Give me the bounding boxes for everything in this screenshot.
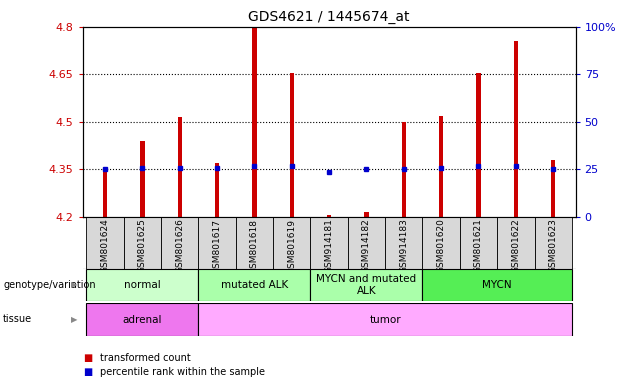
Text: GSM914183: GSM914183 <box>399 218 408 273</box>
Bar <box>177 117 182 217</box>
Text: GSM801619: GSM801619 <box>287 218 296 273</box>
Bar <box>161 217 198 269</box>
Bar <box>198 303 572 336</box>
Bar <box>514 41 518 217</box>
Bar <box>215 163 219 217</box>
Bar <box>364 212 369 217</box>
Text: GSM801625: GSM801625 <box>138 218 147 273</box>
Text: ▶: ▶ <box>71 315 78 324</box>
Bar <box>198 269 310 301</box>
Text: MYCN: MYCN <box>482 280 512 290</box>
Bar <box>476 73 481 217</box>
Bar <box>348 217 385 269</box>
Bar <box>551 160 555 217</box>
Text: ▶: ▶ <box>71 280 78 290</box>
Bar <box>236 217 273 269</box>
Bar <box>497 217 534 269</box>
Text: GSM801622: GSM801622 <box>511 218 520 273</box>
Text: GSM801623: GSM801623 <box>549 218 558 273</box>
Bar <box>439 116 443 217</box>
Bar <box>140 141 144 217</box>
Bar <box>385 217 422 269</box>
Bar <box>289 73 294 217</box>
Bar <box>198 217 236 269</box>
Bar <box>103 168 107 217</box>
Text: genotype/variation: genotype/variation <box>3 280 96 290</box>
Bar <box>310 269 422 301</box>
Bar <box>86 269 198 301</box>
Bar <box>534 217 572 269</box>
Bar <box>422 269 572 301</box>
Text: GSM801624: GSM801624 <box>100 218 109 273</box>
Text: GSM914182: GSM914182 <box>362 218 371 273</box>
Text: tissue: tissue <box>3 314 32 324</box>
Bar <box>124 217 161 269</box>
Text: GSM801626: GSM801626 <box>176 218 184 273</box>
Text: GSM801617: GSM801617 <box>212 218 221 273</box>
Title: GDS4621 / 1445674_at: GDS4621 / 1445674_at <box>249 10 410 25</box>
Text: adrenal: adrenal <box>123 314 162 325</box>
Bar <box>86 303 198 336</box>
Text: ■: ■ <box>83 353 92 363</box>
Bar <box>422 217 460 269</box>
Bar <box>327 215 331 217</box>
Text: tumor: tumor <box>370 314 401 325</box>
Text: normal: normal <box>124 280 161 290</box>
Text: transformed count: transformed count <box>100 353 191 363</box>
Text: GSM801620: GSM801620 <box>437 218 446 273</box>
Bar <box>460 217 497 269</box>
Text: GSM801618: GSM801618 <box>250 218 259 273</box>
Bar <box>86 217 124 269</box>
Bar <box>273 217 310 269</box>
Text: MYCN and mutated
ALK: MYCN and mutated ALK <box>316 274 417 296</box>
Text: percentile rank within the sample: percentile rank within the sample <box>100 367 265 377</box>
Bar <box>252 28 257 217</box>
Text: GSM914181: GSM914181 <box>324 218 334 273</box>
Bar <box>310 217 348 269</box>
Bar <box>401 122 406 217</box>
Text: mutated ALK: mutated ALK <box>221 280 288 290</box>
Text: GSM801621: GSM801621 <box>474 218 483 273</box>
Text: ■: ■ <box>83 367 92 377</box>
